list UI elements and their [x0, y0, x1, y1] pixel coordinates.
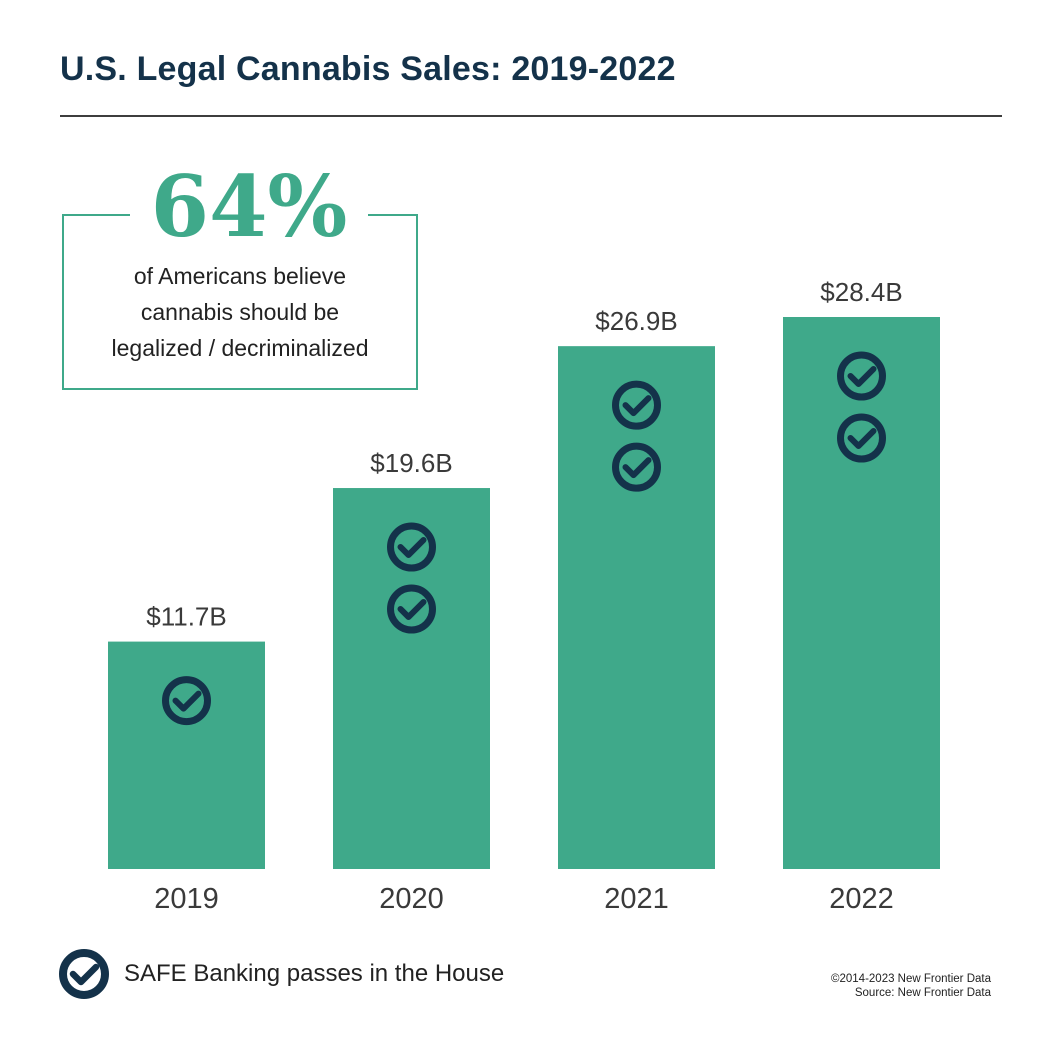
title-divider: [60, 115, 1002, 117]
legend: SAFE Banking passes in the House: [58, 948, 504, 1000]
legend-label: SAFE Banking passes in the House: [124, 960, 505, 987]
credits: ©2014-2023 New Frontier Data Source: New…: [831, 972, 991, 1000]
bar: [783, 317, 940, 869]
x-tick-label: 2021: [604, 883, 669, 915]
bar: [108, 641, 265, 869]
check-circle-icon: [387, 584, 436, 634]
x-tick-label: 2019: [154, 883, 219, 915]
check-circle-icon: [162, 676, 211, 726]
data-label: $28.4B: [820, 277, 902, 307]
bar: [333, 488, 490, 869]
check-circle-icon: [387, 522, 436, 572]
source-text: Source: New Frontier Data: [854, 987, 991, 999]
x-tick-label: 2022: [829, 883, 894, 915]
check-circle-icon: [612, 442, 661, 492]
callout-line: cannabis should be: [140, 299, 340, 325]
data-label: $26.9B: [595, 306, 677, 336]
page-title: U.S. Legal Cannabis Sales: 2019-2022: [60, 50, 676, 88]
data-label: $11.7B: [146, 602, 226, 632]
callout-line: of Americans believe: [133, 263, 347, 289]
callout-stat: 64%: [130, 158, 368, 256]
bar: [558, 346, 715, 870]
copyright-text: ©2014-2023 New Frontier Data: [831, 973, 991, 985]
check-circle-icon: [837, 413, 886, 463]
check-circle-icon: [59, 949, 109, 999]
data-label: $19.6B: [370, 448, 452, 478]
callout-text: of Americans believe cannabis should be …: [64, 258, 416, 366]
check-circle-icon: [612, 380, 661, 430]
x-tick-label: 2020: [379, 883, 444, 915]
callout-line: legalized / decriminalized: [111, 335, 369, 361]
check-circle-icon: [837, 351, 886, 401]
